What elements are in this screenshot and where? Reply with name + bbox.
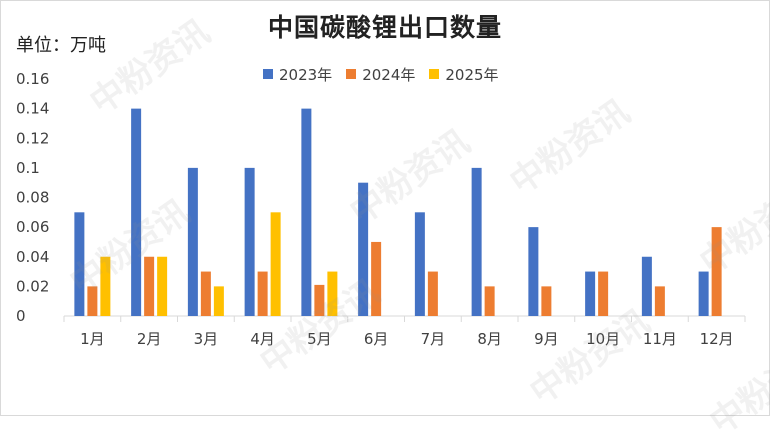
bar-2025年-2月: [157, 256, 168, 316]
legend-label: 2024年: [362, 65, 416, 84]
bars-group: [74, 108, 722, 316]
x-category-label: 10月: [586, 330, 620, 348]
x-category-label: 6月: [364, 330, 389, 348]
bar-2023年-3月: [187, 167, 198, 316]
y-tick-label: 0.08: [16, 189, 49, 207]
bar-2024年-6月: [371, 241, 382, 316]
x-axis: 1月 2月 3月 4月 5月 6月 7月 8月 9月 10月 11月 12月: [63, 315, 746, 348]
x-category-label: 11月: [643, 330, 677, 348]
bar-2024年-3月: [200, 271, 211, 316]
bar-2023年-8月: [471, 167, 482, 316]
bar-2024年-11月: [654, 286, 665, 316]
bar-2023年-7月: [414, 212, 425, 316]
bar-2025年-4月: [270, 212, 281, 316]
x-category-label: 4月: [250, 330, 275, 348]
y-tick-label: 0: [16, 307, 26, 325]
bar-2024年-8月: [484, 286, 495, 316]
bar-2023年-1月: [74, 212, 85, 316]
bar-chart-plot: 0 0.02 0.04 0.06 0.08 0.1 0.12 0.14 0.16 1月 2月 3月 4…: [16, 70, 746, 348]
bar-2024年-5月: [314, 284, 325, 316]
y-tick-label: 0.02: [16, 277, 49, 295]
bar-2024年-12月: [711, 227, 722, 316]
chart-legend: 2023年 2024年 2025年: [263, 63, 499, 85]
bar-2023年-11月: [641, 256, 652, 316]
legend-item-2: 2025年: [429, 64, 499, 85]
bar-2023年-5月: [301, 108, 312, 316]
bar-2024年-4月: [257, 271, 268, 316]
legend-swatch: [346, 69, 357, 79]
chart-title: 中国碳酸锂出口数量: [267, 13, 502, 42]
unit-label: 单位：万吨: [16, 35, 106, 56]
legend-item-1: 2024年: [346, 64, 415, 85]
bar-2024年-7月: [427, 271, 438, 316]
legend-label: 2023年: [279, 65, 333, 84]
bar-2025年-5月: [327, 271, 338, 316]
bar-2025年-3月: [213, 286, 224, 316]
bar-2024年-1月: [87, 286, 98, 316]
x-category-label: 2月: [137, 330, 162, 348]
y-tick-label: 0.06: [16, 218, 49, 236]
bar-2023年-10月: [585, 271, 596, 316]
x-category-label: 7月: [421, 330, 446, 348]
bar-2023年-9月: [528, 227, 539, 316]
x-category-label: 9月: [534, 330, 559, 348]
bar-2023年-2月: [131, 108, 142, 316]
bar-2024年-2月: [144, 256, 155, 316]
legend-swatch: [263, 69, 273, 79]
y-tick-label: 0.14: [16, 100, 49, 118]
bar-2024年-10月: [598, 271, 609, 316]
legend-label: 2025年: [445, 65, 499, 84]
y-tick-label: 0.1: [16, 159, 40, 177]
y-tick-label: 0.16: [16, 70, 49, 88]
legend-item-0: 2023年: [263, 64, 332, 85]
chart-frame: [0, 0, 770, 416]
y-tick-label: 0.04: [16, 248, 49, 266]
x-category-label: 5月: [307, 330, 332, 348]
legend-swatch: [429, 69, 440, 79]
x-category-label: 12月: [700, 330, 734, 348]
x-category-label: 8月: [477, 330, 502, 348]
bar-2023年-6月: [358, 182, 369, 316]
bar-2025年-1月: [100, 256, 111, 316]
x-category-label: 3月: [194, 330, 219, 348]
bar-2023年-12月: [698, 271, 709, 316]
bar-2024年-9月: [541, 286, 552, 316]
x-category-label: 1月: [80, 330, 105, 348]
y-tick-label: 0.12: [16, 129, 49, 147]
bar-2023年-4月: [244, 167, 255, 316]
y-axis: 0 0.02 0.04 0.06 0.08 0.1 0.12 0.14 0.16: [16, 70, 49, 325]
